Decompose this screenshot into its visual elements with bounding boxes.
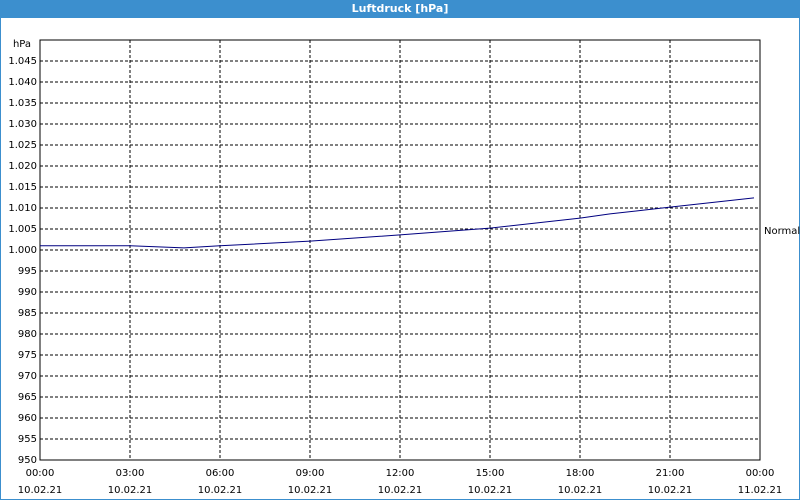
plot-frame (39, 39, 761, 461)
annotation: Normal (764, 226, 800, 237)
y-tick-label: 1.045 (8, 56, 37, 67)
y-tick-label: 990 (18, 287, 37, 298)
y-tick-label: 1.015 (8, 182, 37, 193)
x-tick-date: 10.02.21 (198, 485, 243, 496)
x-tick-label: 15:00 (476, 468, 505, 479)
x-tick-label: 18:00 (566, 468, 595, 479)
x-tick-date: 10.02.21 (648, 485, 693, 496)
y-tick-label: 985 (18, 308, 37, 319)
y-tick-label: 1.035 (8, 98, 37, 109)
y-tick-label: 960 (18, 413, 37, 424)
x-tick-date: 10.02.21 (558, 485, 603, 496)
y-tick-label: 955 (18, 434, 37, 445)
y-unit: hPa (13, 39, 31, 50)
x-tick-label: 03:00 (116, 468, 145, 479)
x-tick-label: 06:00 (206, 468, 235, 479)
y-tick-label: 1.010 (8, 203, 37, 214)
y-tick-label: 995 (18, 266, 37, 277)
x-tick-date: 10.02.21 (108, 485, 153, 496)
x-tick-date: 10.02.21 (18, 485, 63, 496)
y-tick-label: 1.020 (8, 161, 37, 172)
chart-title: Luftdruck [hPa] (352, 2, 449, 15)
x-tick-date: 11.02.21 (738, 485, 783, 496)
data-line (40, 197, 755, 249)
y-tick-label: 1.025 (8, 140, 37, 151)
x-tick-label: 00:00 (26, 468, 55, 479)
x-tick-label: 00:00 (746, 468, 775, 479)
y-tick-label: 1.040 (8, 77, 37, 88)
y-tick-label: 1.030 (8, 119, 37, 130)
x-tick-label: 12:00 (386, 468, 415, 479)
x-tick-date: 10.02.21 (378, 485, 423, 496)
x-tick-label: 21:00 (656, 468, 685, 479)
title-bar (0, 0, 800, 18)
y-tick-label: 970 (18, 371, 37, 382)
x-tick-label: 09:00 (296, 468, 325, 479)
y-tick-label: 975 (18, 350, 37, 361)
x-tick-date: 10.02.21 (468, 485, 513, 496)
y-tick-label: 1.000 (8, 245, 37, 256)
y-tick-label: 965 (18, 392, 37, 403)
y-tick-label: 980 (18, 329, 37, 340)
y-tick-label: 950 (18, 455, 37, 466)
y-tick-label: 1.005 (8, 224, 37, 235)
x-tick-date: 10.02.21 (288, 485, 333, 496)
